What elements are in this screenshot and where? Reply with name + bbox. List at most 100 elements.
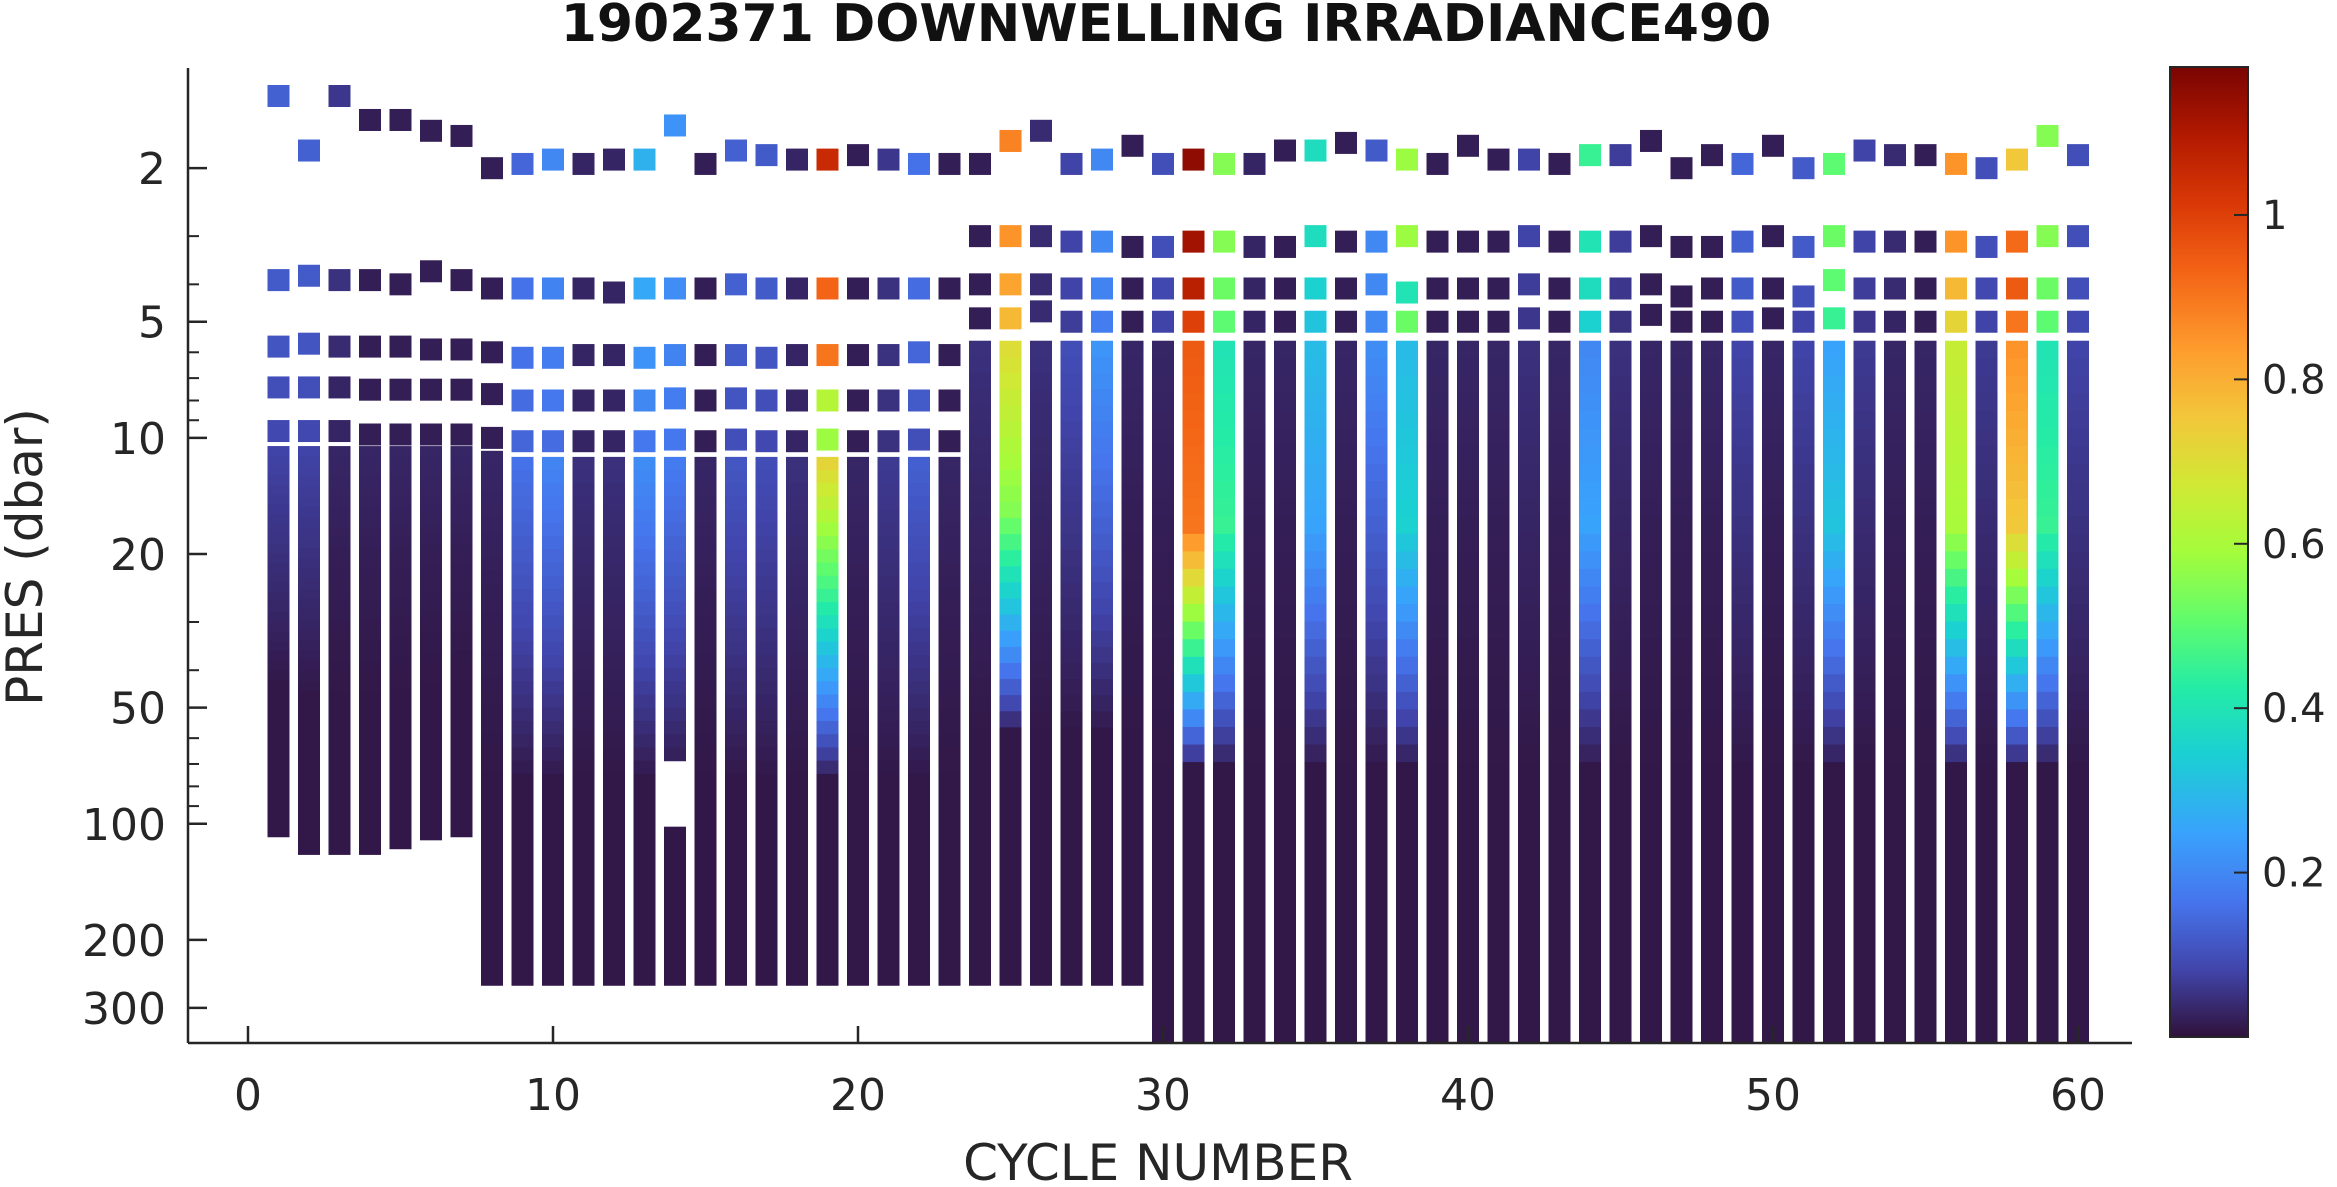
x-tick-label: 50 [1745, 1070, 1801, 1121]
profile-segment [999, 662, 1022, 680]
profile-segment [389, 466, 412, 477]
profile-segment [1121, 372, 1144, 390]
profile-segment [633, 919, 656, 933]
profile-segment [1609, 516, 1632, 535]
profile-segment [1060, 840, 1083, 857]
profile-segment [786, 813, 808, 828]
profile-segment [1914, 358, 1937, 377]
profile-segment [1030, 646, 1052, 664]
profile-segment [481, 477, 503, 492]
profile-segment [1518, 884, 1540, 904]
profile-segment [847, 628, 869, 643]
profile-segment [1152, 375, 1174, 394]
profile-segment [1335, 814, 1357, 833]
profile-segment [2006, 656, 2028, 675]
profile-segment [969, 598, 991, 616]
profile-segment [694, 681, 717, 696]
profile-segment [1030, 807, 1052, 825]
profile-segment [1274, 621, 1296, 640]
profile-segment [725, 483, 747, 498]
profile-segment [938, 800, 961, 815]
profile-segment [1030, 356, 1052, 374]
profile-segment [999, 550, 1022, 567]
profile-segment [1701, 849, 1723, 869]
profile-segment [755, 932, 778, 947]
profile-segment [1792, 656, 1815, 675]
profile-segment [389, 576, 412, 588]
profile-segment [877, 522, 900, 537]
profile-segment [1975, 463, 1998, 482]
profile-segment [1457, 674, 1479, 693]
profile-segment [664, 483, 686, 498]
profile-segment [2036, 463, 2059, 482]
surface-point [1518, 273, 1540, 296]
profile-segment [664, 470, 686, 484]
profile-segment [359, 639, 381, 651]
profile-segment [664, 588, 686, 603]
profile-segment [1457, 990, 1479, 1009]
profile-segment [999, 936, 1022, 954]
profile-segment [1670, 340, 1693, 359]
profile-segment [359, 517, 381, 529]
profile-segment [603, 787, 625, 801]
profile-segment [1640, 779, 1662, 798]
profile-segment [1975, 902, 1998, 921]
profile-segment [359, 701, 381, 713]
y-tick-label: 10 [110, 414, 166, 465]
profile-segment [877, 813, 900, 828]
profile-segment [267, 485, 290, 496]
profile-segment [1121, 791, 1144, 809]
surface-point [542, 277, 564, 300]
profile-segment [1243, 674, 1266, 693]
profile-segment [1792, 990, 1815, 1009]
profile-segment [1365, 762, 1388, 781]
surface-point [1182, 310, 1205, 333]
surface-point [969, 307, 991, 330]
profile-segment [298, 527, 320, 539]
profile-segment [1335, 639, 1357, 658]
profile-segment [511, 813, 534, 828]
profile-segment [1152, 621, 1174, 640]
profile-segment [1762, 340, 1784, 359]
profile-segment [938, 892, 961, 907]
profile-segment [1213, 568, 1235, 588]
profile-segment [328, 537, 351, 549]
profile-segment [1335, 709, 1357, 728]
profile-segment [969, 469, 991, 487]
profile-segment [877, 839, 900, 854]
profile-segment [1670, 937, 1693, 956]
surface-point [1670, 235, 1693, 258]
profile-segment [389, 717, 412, 729]
profile-segment [908, 800, 930, 815]
profile-segment [1457, 533, 1479, 553]
profile-segment [938, 747, 961, 762]
profile-segment [2067, 446, 2089, 465]
profile-segment [359, 619, 381, 631]
profile-segment [1060, 582, 1083, 600]
profile-segment [2006, 375, 2028, 394]
profile-segment [1518, 410, 1540, 430]
profile-segment [1396, 937, 1418, 956]
profile-segment [511, 588, 534, 603]
profile-segment [1091, 437, 1113, 455]
profile-segment [725, 945, 747, 960]
profile-segment [1975, 937, 1998, 956]
profile-segment [1884, 393, 1906, 412]
profile-segment [1823, 393, 1845, 412]
cycle-33-profile [1243, 152, 1266, 1044]
profile-segment [1274, 463, 1296, 482]
surface-point [572, 152, 595, 175]
profile-segment [1762, 568, 1784, 588]
cycle-47-profile [1670, 157, 1693, 1044]
surface-point [603, 389, 625, 412]
profile-segment [1152, 867, 1174, 886]
profile-segment [1365, 410, 1388, 430]
profile-segment [481, 798, 503, 813]
profile-segment [1030, 936, 1052, 954]
profile-segment [450, 455, 473, 467]
profile-segment [1182, 393, 1205, 412]
profile-segment [2006, 902, 2028, 921]
profile-segment [298, 476, 320, 488]
profile-segment [1518, 955, 1540, 974]
profile-segment [694, 958, 717, 973]
